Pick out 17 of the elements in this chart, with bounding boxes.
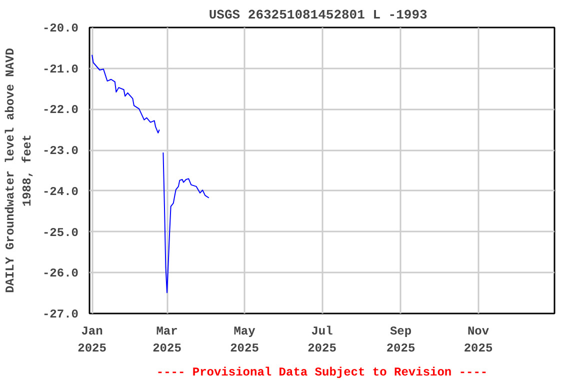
x-tick-label: Sep 2025: [386, 324, 416, 356]
y-tick-label: -26.0: [42, 266, 79, 281]
y-tick-label: -23.0: [42, 144, 79, 158]
y-tick-label: -22.0: [42, 103, 79, 118]
x-tick-label: Jul 2025: [308, 324, 336, 356]
x-tick-label: May 2025: [230, 324, 259, 356]
y-tick-label: -21.0: [42, 62, 79, 76]
text: ---- Provisional Data Subject to Revision ----: [156, 366, 488, 380]
y-axis-title: DAILY Groundwater level above NAVD 1988, feet: [4, 48, 34, 293]
x-tick-label: Jan 2025: [78, 324, 106, 356]
y-tick-label: -25.0: [42, 226, 79, 240]
x-tick-label: Nov 2025: [464, 324, 493, 356]
y-tick-label: -24.0: [42, 184, 79, 199]
y-tick-label: -27.0: [42, 308, 79, 322]
chart-title: USGS 263251081452801 L -1993: [208, 8, 428, 22]
x-tick-label: Mar 2025: [152, 324, 182, 356]
y-tick-label: -20.0: [42, 22, 79, 36]
